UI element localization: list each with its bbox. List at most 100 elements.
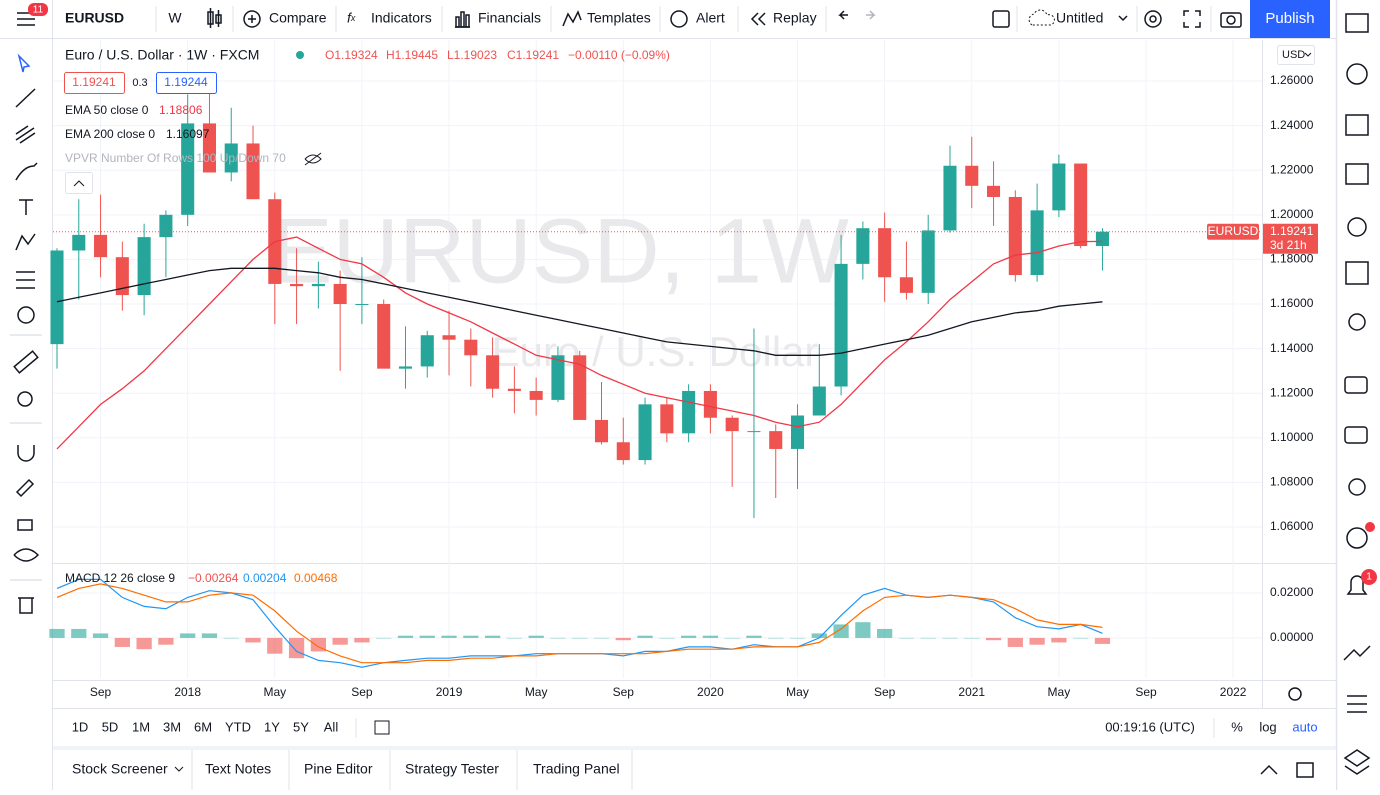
macd-histogram-bar <box>49 628 65 638</box>
snapshot-lens <box>1226 15 1236 25</box>
text-tool[interactable] <box>19 199 33 215</box>
hidden-icon[interactable] <box>304 152 322 166</box>
tab[interactable]: Stock Screener <box>72 761 168 777</box>
replay-icon[interactable] <box>750 12 759 26</box>
auto-toggle[interactable]: auto <box>1292 719 1317 734</box>
watchlist-icon[interactable] <box>1345 13 1369 33</box>
ideas-icon[interactable] <box>1348 313 1366 331</box>
templates-icon[interactable] <box>562 10 582 27</box>
notifications-icon[interactable] <box>1346 575 1368 595</box>
range-button[interactable]: 6M <box>194 719 212 734</box>
news-icon[interactable] <box>1345 114 1369 136</box>
candles-icon[interactable] <box>207 8 222 28</box>
cursor-tool[interactable] <box>17 53 31 73</box>
zoom-tool[interactable] <box>17 391 33 407</box>
replay-button[interactable]: Replay <box>773 10 817 26</box>
expand-panel[interactable] <box>1260 764 1278 775</box>
financials-button[interactable]: Financials <box>478 10 541 26</box>
snapshot-icon[interactable] <box>1220 12 1242 28</box>
tab[interactable]: Trading Panel <box>533 761 620 777</box>
candle-body <box>159 214 173 238</box>
bid[interactable]: 1.19241 <box>72 75 116 89</box>
publish-label[interactable]: Publish <box>1265 10 1314 27</box>
tab[interactable]: Pine Editor <box>304 761 373 777</box>
range-button[interactable]: All <box>324 719 339 734</box>
symbol[interactable]: EURUSD <box>65 10 124 26</box>
ask[interactable]: 1.19244 <box>164 75 208 89</box>
streams-icon[interactable] <box>1348 478 1366 496</box>
calendar-icon[interactable] <box>1345 261 1369 285</box>
brush-tool[interactable] <box>15 162 38 181</box>
layout-icon[interactable] <box>992 10 1010 28</box>
pattern-tool[interactable] <box>15 233 36 251</box>
redo-icon[interactable] <box>866 10 876 20</box>
layout-caret[interactable] <box>1118 15 1128 22</box>
trading-icon[interactable] <box>1343 645 1371 661</box>
prediction-tool[interactable] <box>16 271 35 289</box>
alert-icon[interactable] <box>670 10 688 28</box>
fullscreen-icon[interactable] <box>1183 10 1201 28</box>
data-window-icon[interactable] <box>1345 163 1369 185</box>
templates-button[interactable]: Templates <box>587 10 651 26</box>
indicators-icon[interactable]: fx <box>347 10 356 26</box>
interval[interactable]: W <box>168 10 182 26</box>
ema-line <box>56 267 1103 356</box>
chat-icon[interactable] <box>1344 376 1368 394</box>
macd-histogram-bar <box>267 637 283 654</box>
compare-button[interactable]: Compare <box>269 10 327 26</box>
financials-icon[interactable] <box>455 11 470 28</box>
range-button[interactable]: 1Y <box>264 719 280 734</box>
alerts-icon[interactable] <box>1346 63 1368 85</box>
order-panel-icon[interactable] <box>1347 695 1367 713</box>
clock[interactable]: 00:19:16 (UTC) <box>1105 719 1195 734</box>
x-tick-label: Sep <box>1135 685 1157 699</box>
badge-count: 11 <box>33 5 44 16</box>
layers-icon[interactable] <box>1343 749 1371 775</box>
ruler-tool[interactable] <box>13 350 39 374</box>
macd-label: MACD 12 26 close 9 <box>65 571 175 585</box>
indicators-button[interactable]: Indicators <box>371 10 432 26</box>
x-tick-label: May <box>786 685 809 699</box>
hotlist-icon[interactable] <box>1347 217 1367 237</box>
compare-icon[interactable] <box>243 10 261 28</box>
icon-tool[interactable] <box>17 306 35 324</box>
candle-body <box>398 366 413 369</box>
goto-date[interactable] <box>374 720 390 735</box>
maximize-panel[interactable] <box>1296 762 1314 778</box>
layout-name[interactable]: Untitled <box>1056 10 1103 26</box>
currency-button[interactable] <box>1277 45 1315 65</box>
delete-tool[interactable] <box>18 597 34 614</box>
range-button[interactable]: 3M <box>163 719 181 734</box>
private-chat-icon[interactable] <box>1344 426 1368 444</box>
x-tick-label: May <box>525 685 548 699</box>
range-button[interactable]: 5Y <box>293 719 309 734</box>
tab[interactable]: Strategy Tester <box>405 761 499 777</box>
magnet-tool[interactable] <box>17 445 35 462</box>
lock-drawing-tool[interactable] <box>15 478 35 498</box>
fib-tool[interactable] <box>15 125 36 144</box>
range-button[interactable]: 5D <box>102 719 119 734</box>
candle-body <box>224 143 238 173</box>
tab[interactable]: Text Notes <box>205 761 271 777</box>
collapse-button[interactable] <box>65 172 93 194</box>
macd-histogram-bar <box>201 633 218 638</box>
video-icon[interactable] <box>1346 527 1368 549</box>
right-sidebar <box>1335 0 1375 790</box>
ask-box[interactable] <box>156 72 217 94</box>
range-button[interactable]: YTD <box>225 719 251 734</box>
undo-icon[interactable] <box>838 10 848 20</box>
alert-button[interactable]: Alert <box>696 10 725 26</box>
range-button[interactable]: 1M <box>132 719 150 734</box>
currency[interactable]: USD <box>1282 49 1305 61</box>
percent-toggle[interactable]: % <box>1231 719 1243 734</box>
range-button[interactable]: 1D <box>72 719 89 734</box>
trend-tool[interactable] <box>15 88 36 108</box>
axis-settings[interactable] <box>1288 687 1302 701</box>
bid-box[interactable] <box>64 72 125 94</box>
publish-button[interactable] <box>1250 0 1330 38</box>
hide-tool[interactable] <box>13 548 40 562</box>
settings-icon[interactable] <box>1144 10 1162 28</box>
tab-caret[interactable] <box>174 766 184 772</box>
lock-tool[interactable] <box>17 519 33 531</box>
log-toggle[interactable]: log <box>1259 719 1276 734</box>
